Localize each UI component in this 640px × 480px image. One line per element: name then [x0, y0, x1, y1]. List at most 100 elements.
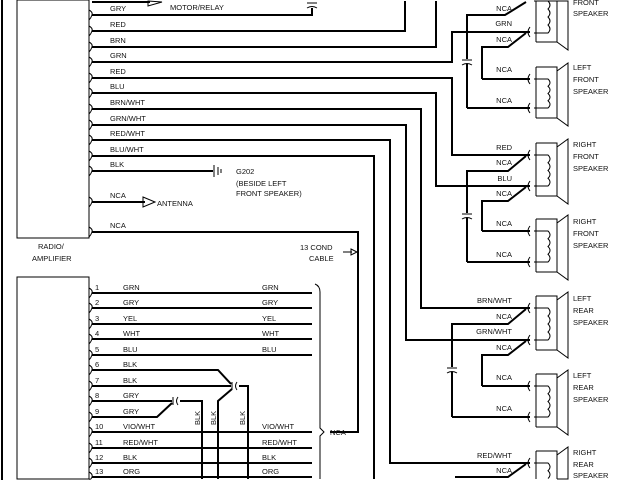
- ground-note-2: FRONT SPEAKER): [236, 189, 302, 198]
- pin-left-label: BLK: [123, 376, 137, 385]
- speaker-box: [535, 0, 558, 43]
- speaker-wire-label: RED/WHT: [477, 451, 512, 460]
- top-wire-label: NCA: [110, 221, 126, 230]
- pin-left-label: YEL: [123, 314, 137, 323]
- speaker-label: RIGHT: [573, 448, 597, 457]
- antenna-arrow-icon: [142, 196, 157, 208]
- speaker-box: [535, 450, 558, 479]
- pin-right-label: ORG: [262, 467, 279, 476]
- cable-bracket: [314, 283, 325, 479]
- nca-wire-rear-3: [455, 463, 527, 478]
- speaker-wire-label: BLU: [497, 174, 512, 183]
- pin-right-label: YEL: [262, 314, 276, 323]
- capacitor-icon: [172, 396, 179, 406]
- speaker-wire-label: NCA: [496, 343, 512, 352]
- nca-wire-rear-2: [481, 340, 530, 387]
- blu-wire: [92, 92, 530, 187]
- pin-left-label: BLU: [123, 345, 138, 354]
- top-wire-label: BLU: [110, 82, 125, 91]
- radio-label-1: RADIO/: [38, 242, 65, 251]
- red-wire-upper: [92, 1, 406, 32]
- speaker-coil-icon: [534, 78, 551, 109]
- pin-wire-9: [92, 402, 173, 418]
- pin-number: 10: [95, 422, 103, 431]
- pin-left-label: RED/WHT: [123, 438, 158, 447]
- radio-label-2: AMPLIFIER: [32, 254, 72, 263]
- nca-wire-front-4: [481, 186, 530, 232]
- pin-number: 3: [95, 314, 99, 323]
- pin-right-label: RED/WHT: [262, 438, 297, 447]
- connector-module-box: [16, 276, 90, 480]
- pin-number: 5: [95, 345, 99, 354]
- speaker-coil-icon: [534, 0, 551, 34]
- speaker-wire-label: NCA: [496, 35, 512, 44]
- speaker-coil-icon: [534, 230, 551, 263]
- top-wire-label: GRN/WHT: [110, 114, 146, 123]
- speaker-box: [535, 66, 558, 119]
- ground-id: G202: [236, 167, 254, 176]
- nca-wire-rear-1: [451, 308, 530, 418]
- nca-wire-front-2: [481, 32, 530, 80]
- speaker-wire-label: NCA: [496, 250, 512, 259]
- antenna-label: ANTENNA: [157, 199, 193, 208]
- top-wire-label: RED: [110, 20, 126, 29]
- capacitor-icon: [231, 381, 238, 391]
- splice-label: BLK: [209, 411, 218, 425]
- ground-note-1: (BESIDE LEFT: [236, 179, 287, 188]
- blu-wht-wire: [92, 155, 375, 479]
- top-wire-label: RED: [110, 67, 126, 76]
- speaker-wire-label: NCA: [496, 4, 512, 13]
- speaker-label: REAR: [573, 460, 594, 469]
- pin-right-label: VIO/WHT: [262, 422, 294, 431]
- speaker-box: [535, 218, 558, 273]
- pin-number: 6: [95, 360, 99, 369]
- red-wht-wire: [92, 139, 530, 464]
- speaker-label: LEFT: [573, 294, 592, 303]
- speaker-label: FRONT: [573, 152, 599, 161]
- speaker-label: REAR: [573, 383, 594, 392]
- gry-wire: [92, 8, 313, 16]
- blk-splice-wire-3: [239, 385, 249, 479]
- pin-right-label: GRY: [262, 298, 278, 307]
- speaker-wire-label: NCA: [496, 404, 512, 413]
- top-wire-label: RED/WHT: [110, 129, 145, 138]
- speaker-label: SPEAKER: [573, 87, 609, 96]
- pin-number: 7: [95, 376, 99, 385]
- speaker-wire-label: NCA: [496, 373, 512, 382]
- grn-wht-wire: [92, 124, 530, 341]
- speaker-box: [535, 295, 558, 351]
- speaker-label: LEFT: [573, 371, 592, 380]
- speaker-terminal-icon: [527, 302, 531, 346]
- speaker-terminal-icon: [527, 26, 531, 38]
- speaker-box: [535, 373, 558, 428]
- capacitor-icon: [306, 2, 318, 9]
- speaker-cone-icon: [556, 291, 569, 359]
- motor-relay-label: MOTOR/RELAY: [170, 3, 224, 12]
- speaker-cone-icon: [556, 62, 569, 127]
- speaker-cone-icon: [556, 0, 569, 51]
- speaker-wire-label: GRN/WHT: [476, 327, 512, 336]
- speaker-label: RIGHT: [573, 217, 597, 226]
- speaker-label: REAR: [573, 306, 594, 315]
- speaker-wire-label: NCA: [496, 219, 512, 228]
- speaker-label: SPEAKER: [573, 471, 609, 480]
- capacitor-icon: [461, 59, 473, 66]
- red-wire: [92, 77, 530, 156]
- speaker-wire-label: GRN: [495, 19, 512, 28]
- speaker-label: FRONT: [573, 75, 599, 84]
- top-wire-label: GRY: [110, 4, 126, 13]
- cable-arrow-icon: [350, 248, 359, 256]
- pin-number: 12: [95, 453, 103, 462]
- pin-left-label: ORG: [123, 467, 140, 476]
- speaker-wire-label: NCA: [496, 312, 512, 321]
- pin-left-label: VIO/WHT: [123, 422, 155, 431]
- speaker-wire-label: NCA: [496, 96, 512, 105]
- speaker-cone-icon: [556, 214, 569, 281]
- pin-left-label: WHT: [123, 329, 140, 338]
- pin-number: 8: [95, 391, 99, 400]
- speaker-wire-label: NCA: [496, 158, 512, 167]
- nca-wire-front-1: [466, 1, 530, 109]
- speaker-wire-label: NCA: [496, 466, 512, 475]
- brn-wht-wire: [92, 108, 530, 309]
- nca-wire-front-3: [466, 155, 530, 263]
